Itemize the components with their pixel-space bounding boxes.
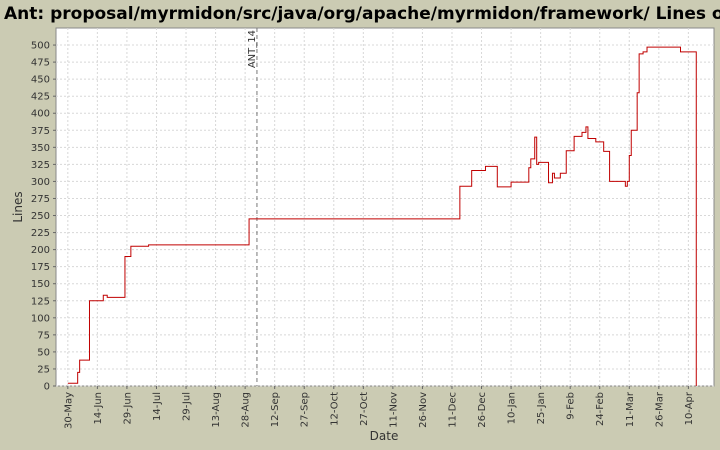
x-tick-label: 26-Dec xyxy=(477,392,488,428)
x-tick-label: 11-Dec xyxy=(447,392,458,428)
marker-label: ANT_14 xyxy=(247,30,258,68)
x-tick-label: 28-Aug xyxy=(241,392,252,428)
x-tick-label: 12-Oct xyxy=(329,392,340,426)
x-tick-label: 26-Mar xyxy=(654,391,665,427)
y-tick-label: 125 xyxy=(31,296,50,307)
data-line xyxy=(67,46,697,386)
x-axis-label: Date xyxy=(370,429,399,443)
x-tick-label: 25-Jan xyxy=(536,392,547,424)
y-tick-label: 150 xyxy=(31,279,50,290)
y-tick-label: 400 xyxy=(31,109,50,120)
x-tick-label: 27-Sep xyxy=(300,392,311,427)
x-tick-label: 11-Mar xyxy=(625,391,636,427)
y-tick-label: 0 xyxy=(44,382,50,393)
x-tick-label: 26-Nov xyxy=(418,392,429,428)
y-tick-label: 300 xyxy=(31,177,50,188)
y-tick-label: 200 xyxy=(31,245,50,256)
y-axis-label: Lines xyxy=(11,191,25,222)
x-tick-label: 12-Sep xyxy=(270,392,281,427)
y-tick-label: 50 xyxy=(37,347,50,358)
x-tick-label: 27-Oct xyxy=(359,392,370,426)
x-tick-label: 10-Jan xyxy=(507,392,518,424)
y-tick-label: 100 xyxy=(31,313,50,324)
y-tick-label: 475 xyxy=(31,58,50,69)
y-tick-label: 25 xyxy=(37,364,50,375)
x-tick-label: 13-Aug xyxy=(211,392,222,428)
x-tick-label: 14-Jul xyxy=(152,392,163,421)
chart-title: Ant: proposal/myrmidon/src/java/org/apac… xyxy=(4,4,720,24)
plot-area xyxy=(55,27,715,387)
y-tick-label: 350 xyxy=(31,143,50,154)
y-tick-label: 425 xyxy=(31,92,50,103)
x-tick-label: 24-Feb xyxy=(595,392,606,426)
y-tick-label: 175 xyxy=(31,262,50,273)
y-tick-label: 225 xyxy=(31,228,50,239)
y-tick-label: 325 xyxy=(31,160,50,171)
x-tick-label: 14-Jun xyxy=(93,392,104,425)
x-tick-label: 11-Nov xyxy=(388,392,399,428)
x-tick-label: 29-Jul xyxy=(182,392,193,421)
x-tick-label: 29-Jun xyxy=(122,392,133,425)
y-tick-label: 450 xyxy=(31,75,50,86)
y-tick-label: 250 xyxy=(31,211,50,222)
x-tick-label: 30-May xyxy=(63,392,74,429)
y-tick-label: 275 xyxy=(31,194,50,205)
y-tick-label: 500 xyxy=(31,41,50,52)
x-tick-label: 10-Apr xyxy=(684,391,695,425)
y-tick-label: 75 xyxy=(37,330,50,341)
x-tick-label: 9-Feb xyxy=(566,392,577,420)
y-tick-label: 375 xyxy=(31,126,50,137)
